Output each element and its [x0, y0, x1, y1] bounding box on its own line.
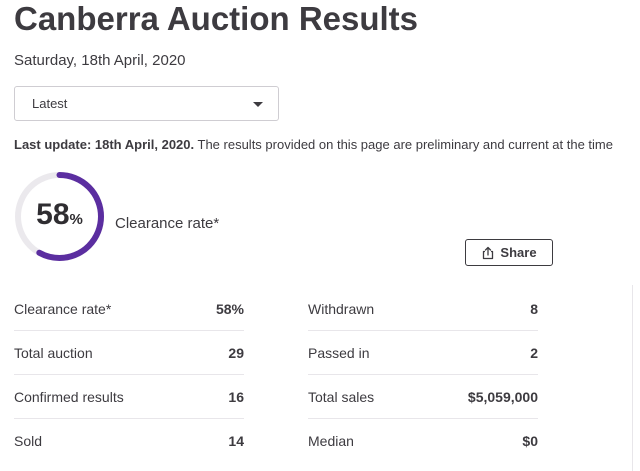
stat-label: Passed in: [308, 345, 370, 361]
selected-period: Latest: [32, 96, 68, 111]
stat-value: 29: [228, 345, 244, 361]
row-divider: [14, 374, 244, 375]
row-divider: [308, 330, 538, 331]
share-icon: [483, 246, 494, 259]
stat-label: Median: [308, 433, 354, 449]
stat-row: Confirmed results 16: [14, 375, 244, 419]
panel-edge-divider: [632, 285, 633, 471]
last-update-label: Last update: 18th April, 2020.: [14, 137, 195, 152]
stat-label: Total auction: [14, 345, 93, 361]
share-button[interactable]: Share: [465, 239, 553, 266]
row-divider: [308, 418, 538, 419]
stat-value: $0: [522, 433, 538, 449]
stat-row: Clearance rate* 58%: [14, 287, 244, 331]
clearance-rate-gauge: 58%: [14, 171, 105, 262]
results-period-select[interactable]: Latest: [14, 86, 279, 121]
stats-right-column: Withdrawn 8 Passed in 2 Total sales $5,0…: [308, 287, 538, 463]
stat-label: Sold: [14, 433, 43, 449]
gauge-unit: %: [69, 211, 83, 228]
gauge-label: Clearance rate*: [115, 215, 220, 232]
stat-row: Median $0: [308, 419, 538, 463]
page-title: Canberra Auction Results: [14, 0, 419, 37]
stats-left-column: Clearance rate* 58% Total auction 29 Con…: [14, 287, 244, 463]
stat-row: Sold 14: [14, 419, 244, 463]
stat-value: $5,059,000: [467, 389, 538, 405]
stat-value: 16: [228, 389, 244, 405]
stat-label: Withdrawn: [308, 301, 375, 317]
stat-row: Passed in 2: [308, 331, 538, 375]
stat-value: 14: [228, 433, 244, 449]
row-divider: [14, 418, 244, 419]
stat-value: 2: [530, 345, 538, 361]
stat-row: Withdrawn 8: [308, 287, 538, 331]
stat-value: 8: [530, 301, 538, 317]
gauge-ring: [15, 172, 104, 261]
last-update-note: Last update: 18th April, 2020. The resul…: [14, 137, 613, 152]
stat-label: Clearance rate*: [14, 301, 112, 317]
gauge-value: 58%: [14, 198, 105, 237]
stat-row: Total sales $5,059,000: [308, 375, 538, 419]
results-date: Saturday, 18th April, 2020: [14, 52, 186, 69]
chevron-down-icon: [253, 102, 263, 107]
stat-row: Total auction 29: [14, 331, 244, 375]
row-divider: [308, 374, 538, 375]
gauge-number: 58: [36, 198, 70, 231]
stat-label: Total sales: [308, 389, 375, 405]
share-label: Share: [500, 245, 537, 260]
row-divider: [14, 330, 244, 331]
last-update-text: The results provided on this page are pr…: [194, 137, 614, 152]
stat-value: 58%: [215, 301, 244, 317]
stat-label: Confirmed results: [14, 389, 124, 405]
gauge-progress-arc: [15, 172, 104, 261]
